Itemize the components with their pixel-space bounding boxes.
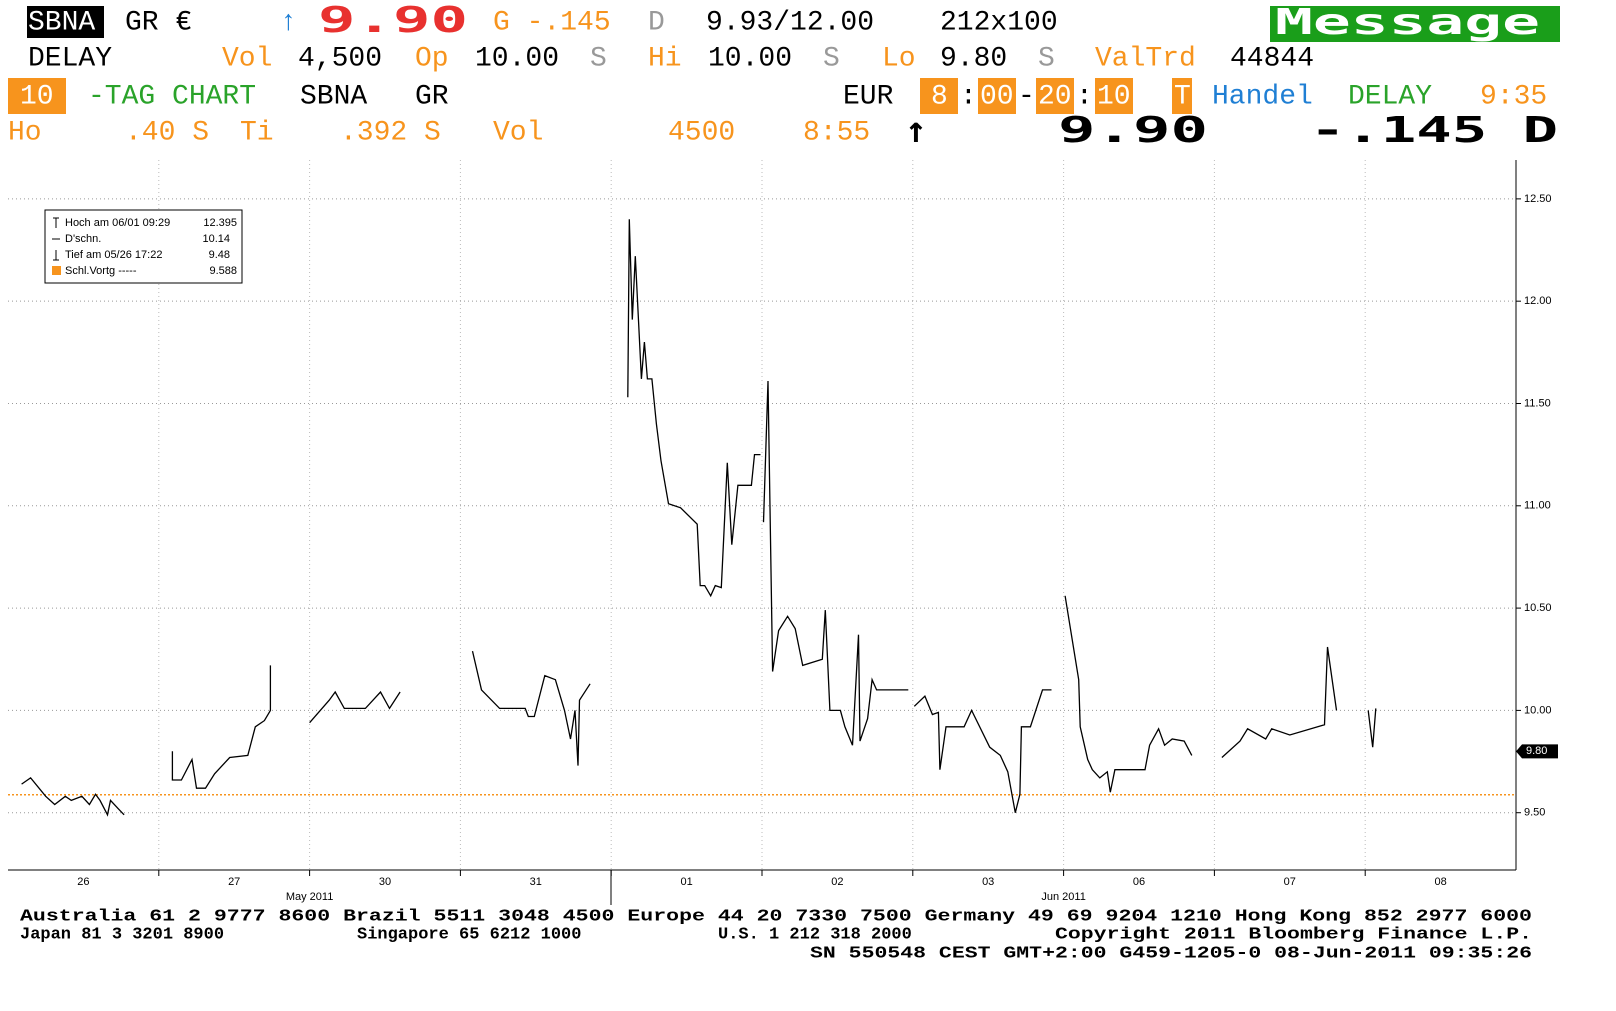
time[interactable]: 00 <box>980 81 1014 112</box>
size: 212x100 <box>940 7 1058 38</box>
clock: 9:35 <box>1480 81 1547 112</box>
sep: : <box>1076 81 1093 112</box>
value: 44844 <box>1230 43 1314 74</box>
ticker: SBNA <box>300 81 367 112</box>
label: Hi <box>648 43 682 74</box>
time-box[interactable] <box>1095 78 1133 114</box>
value: 10.00 <box>475 43 559 74</box>
last-price-marker <box>1516 744 1558 759</box>
y-tick-label: 12.50 <box>1524 193 1552 205</box>
legend-value: 10.14 <box>202 233 230 245</box>
x-tick-label: 27 <box>228 876 240 888</box>
time: 8:55 <box>803 117 870 148</box>
market: Handel <box>1212 81 1313 112</box>
price: 9.90 <box>1058 110 1208 151</box>
delay: DELAY <box>28 43 112 74</box>
value: 9.80 <box>940 43 1007 74</box>
legend-value: 9.588 <box>209 265 237 277</box>
sep: : <box>960 81 977 112</box>
value: 10.00 <box>708 43 792 74</box>
type-box[interactable] <box>1172 78 1192 114</box>
time-box[interactable] <box>978 78 1016 114</box>
footer-text: Australia 61 2 9777 8600 Brazil 5511 304… <box>20 907 1532 926</box>
time[interactable]: 8 <box>931 81 948 112</box>
flag: D <box>648 7 665 38</box>
bid-ask: 9.93/12.00 <box>706 7 874 38</box>
footer-text: Japan 81 3 3201 8900 <box>20 925 224 944</box>
exchange: GR <box>415 81 449 112</box>
flag: S <box>823 43 840 74</box>
footer-text: Singapore 65 6212 1000 <box>357 925 581 944</box>
price: 9.90 <box>318 0 468 41</box>
time[interactable]: 10 <box>1097 81 1131 112</box>
ticker: SBNA <box>28 7 95 38</box>
legend-label: Tief am 05/26 17:22 <box>65 249 162 261</box>
time[interactable]: 20 <box>1038 81 1072 112</box>
y-tick-label: 10.00 <box>1524 704 1552 716</box>
arrow: ↑ <box>280 7 297 38</box>
change: -.145 D <box>1310 110 1558 151</box>
legend-label: Schl.Vortg ----- <box>65 265 137 277</box>
legend-icon <box>52 266 61 275</box>
legend-label: Hoch am 06/01 09:29 <box>65 217 170 229</box>
x-tick-label: 06 <box>1133 876 1145 888</box>
x-tick-label: 26 <box>77 876 89 888</box>
x-tick-label: 30 <box>379 876 391 888</box>
sep: - <box>1018 81 1035 112</box>
y-tick-label: 11.50 <box>1524 397 1551 409</box>
value: 4,500 <box>298 43 382 74</box>
type[interactable]: T <box>1174 81 1191 112</box>
label: Vol <box>493 117 543 148</box>
y-tick-label: 12.00 <box>1524 295 1552 307</box>
value: .392 S <box>340 117 441 148</box>
legend-box <box>44 209 243 284</box>
message-box[interactable] <box>1270 6 1560 42</box>
chart-label: -TAG CHART <box>88 81 256 112</box>
currency: EUR <box>843 81 894 112</box>
month-label: May 2011 <box>286 891 334 903</box>
month-label: Jun 2011 <box>1041 891 1085 903</box>
price-line <box>21 219 1377 817</box>
label: Ti <box>240 117 274 148</box>
change: G -.145 <box>493 7 611 38</box>
arrow: ↑ <box>905 110 927 151</box>
x-tick-label: 02 <box>831 876 843 888</box>
delay: DELAY <box>1348 81 1432 112</box>
legend-value: 12.395 <box>203 217 237 229</box>
flag: S <box>590 43 607 74</box>
footer-text: Copyright 2011 Bloomberg Finance L.P. <box>1055 925 1532 944</box>
y-tick-label: 11.00 <box>1524 500 1551 512</box>
days[interactable]: 10 <box>20 81 54 112</box>
flag: S <box>1038 43 1055 74</box>
x-tick-label: 31 <box>530 876 542 888</box>
value: 4500 <box>668 117 735 148</box>
label: Vol <box>222 43 272 74</box>
footer-text: U.S. 1 212 318 2000 <box>718 925 912 944</box>
days-box[interactable] <box>8 78 66 114</box>
message[interactable]: Message <box>1275 2 1540 43</box>
time-box[interactable] <box>1036 78 1074 114</box>
x-tick-label: 01 <box>680 876 692 888</box>
label: Op <box>415 43 449 74</box>
y-tick-label: 10.50 <box>1524 602 1552 614</box>
exchange: GR € <box>125 7 192 38</box>
x-tick-label: 03 <box>982 876 994 888</box>
legend-label: D'schn. <box>65 233 101 245</box>
footer-text: SN 550548 CEST GMT+2:00 G459-1205-0 08-J… <box>810 944 1532 963</box>
legend-value: 9.48 <box>209 249 230 261</box>
label: ValTrd <box>1095 43 1196 74</box>
y-tick-label: 9.50 <box>1524 807 1545 819</box>
label: Lo <box>882 43 916 74</box>
x-tick-label: 08 <box>1434 876 1446 888</box>
value: .40 S <box>125 117 209 148</box>
ticker-box <box>27 6 104 38</box>
x-tick-label: 07 <box>1284 876 1296 888</box>
label: Ho <box>8 117 42 148</box>
time-box[interactable] <box>920 78 958 114</box>
last-price-label: 9.80 <box>1526 745 1547 757</box>
